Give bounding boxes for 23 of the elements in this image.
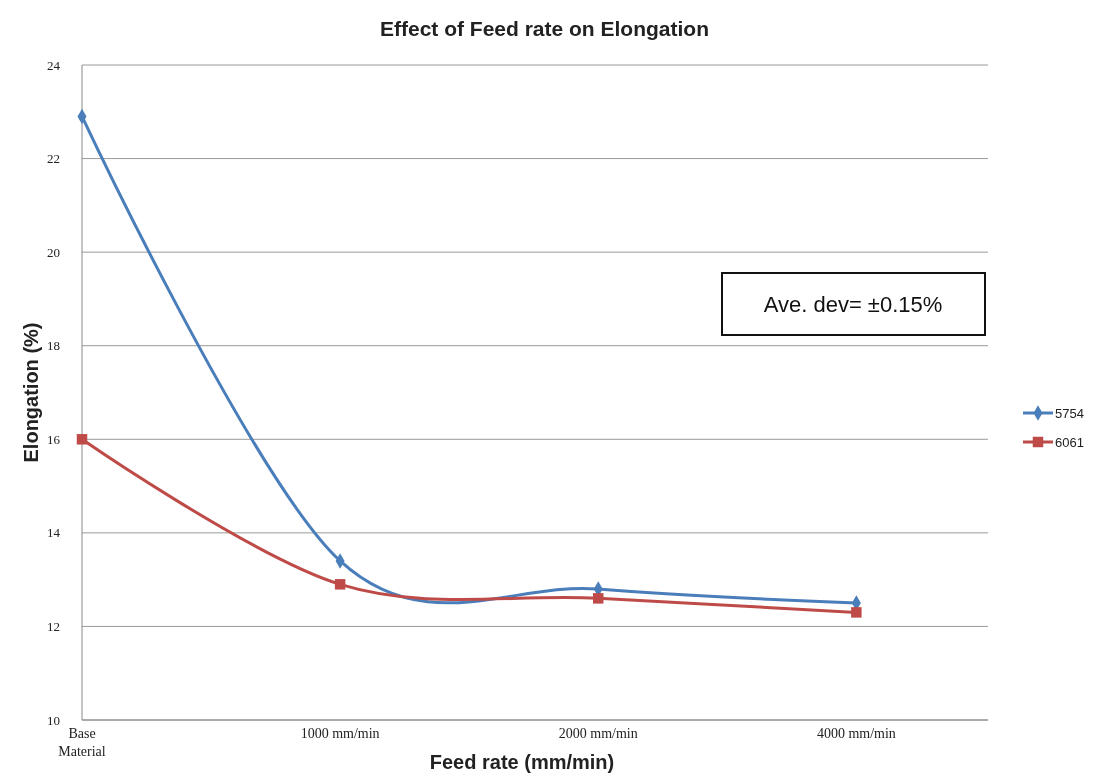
x-tick-label: 4000 mm/min <box>816 726 896 741</box>
y-tick-label: 12 <box>47 618 60 634</box>
y-tick-label: 10 <box>47 712 60 728</box>
y-tick-label: 24 <box>47 57 61 73</box>
point <box>334 579 346 590</box>
x-tick-label: 1000 mm/min <box>300 726 380 741</box>
y-tick-label: 22 <box>47 151 60 167</box>
point <box>76 434 88 445</box>
y-tick-label: 14 <box>47 525 61 541</box>
y-tick-label: 18 <box>47 338 60 354</box>
x-tick-label: Base Material <box>58 726 106 759</box>
y-tick-label: 20 <box>47 244 60 260</box>
point <box>593 593 604 604</box>
x-tick-label: 2000 mm/min <box>558 726 638 741</box>
legend-label: 6061 <box>1055 434 1084 450</box>
y-axis-title: Elongation (%) <box>20 322 42 463</box>
legend-label: 5754 <box>1055 405 1084 421</box>
chart-title: Effect of Feed rate on Elongation <box>379 17 710 40</box>
point <box>851 607 862 618</box>
annotation: Ave. dev= ±0.15% <box>763 291 943 317</box>
y-tick-label: 16 <box>47 431 61 447</box>
x-axis-title: Feed rate (mm/min) <box>429 751 615 773</box>
text-box: Ave. dev= ±0.15% <box>721 272 986 336</box>
